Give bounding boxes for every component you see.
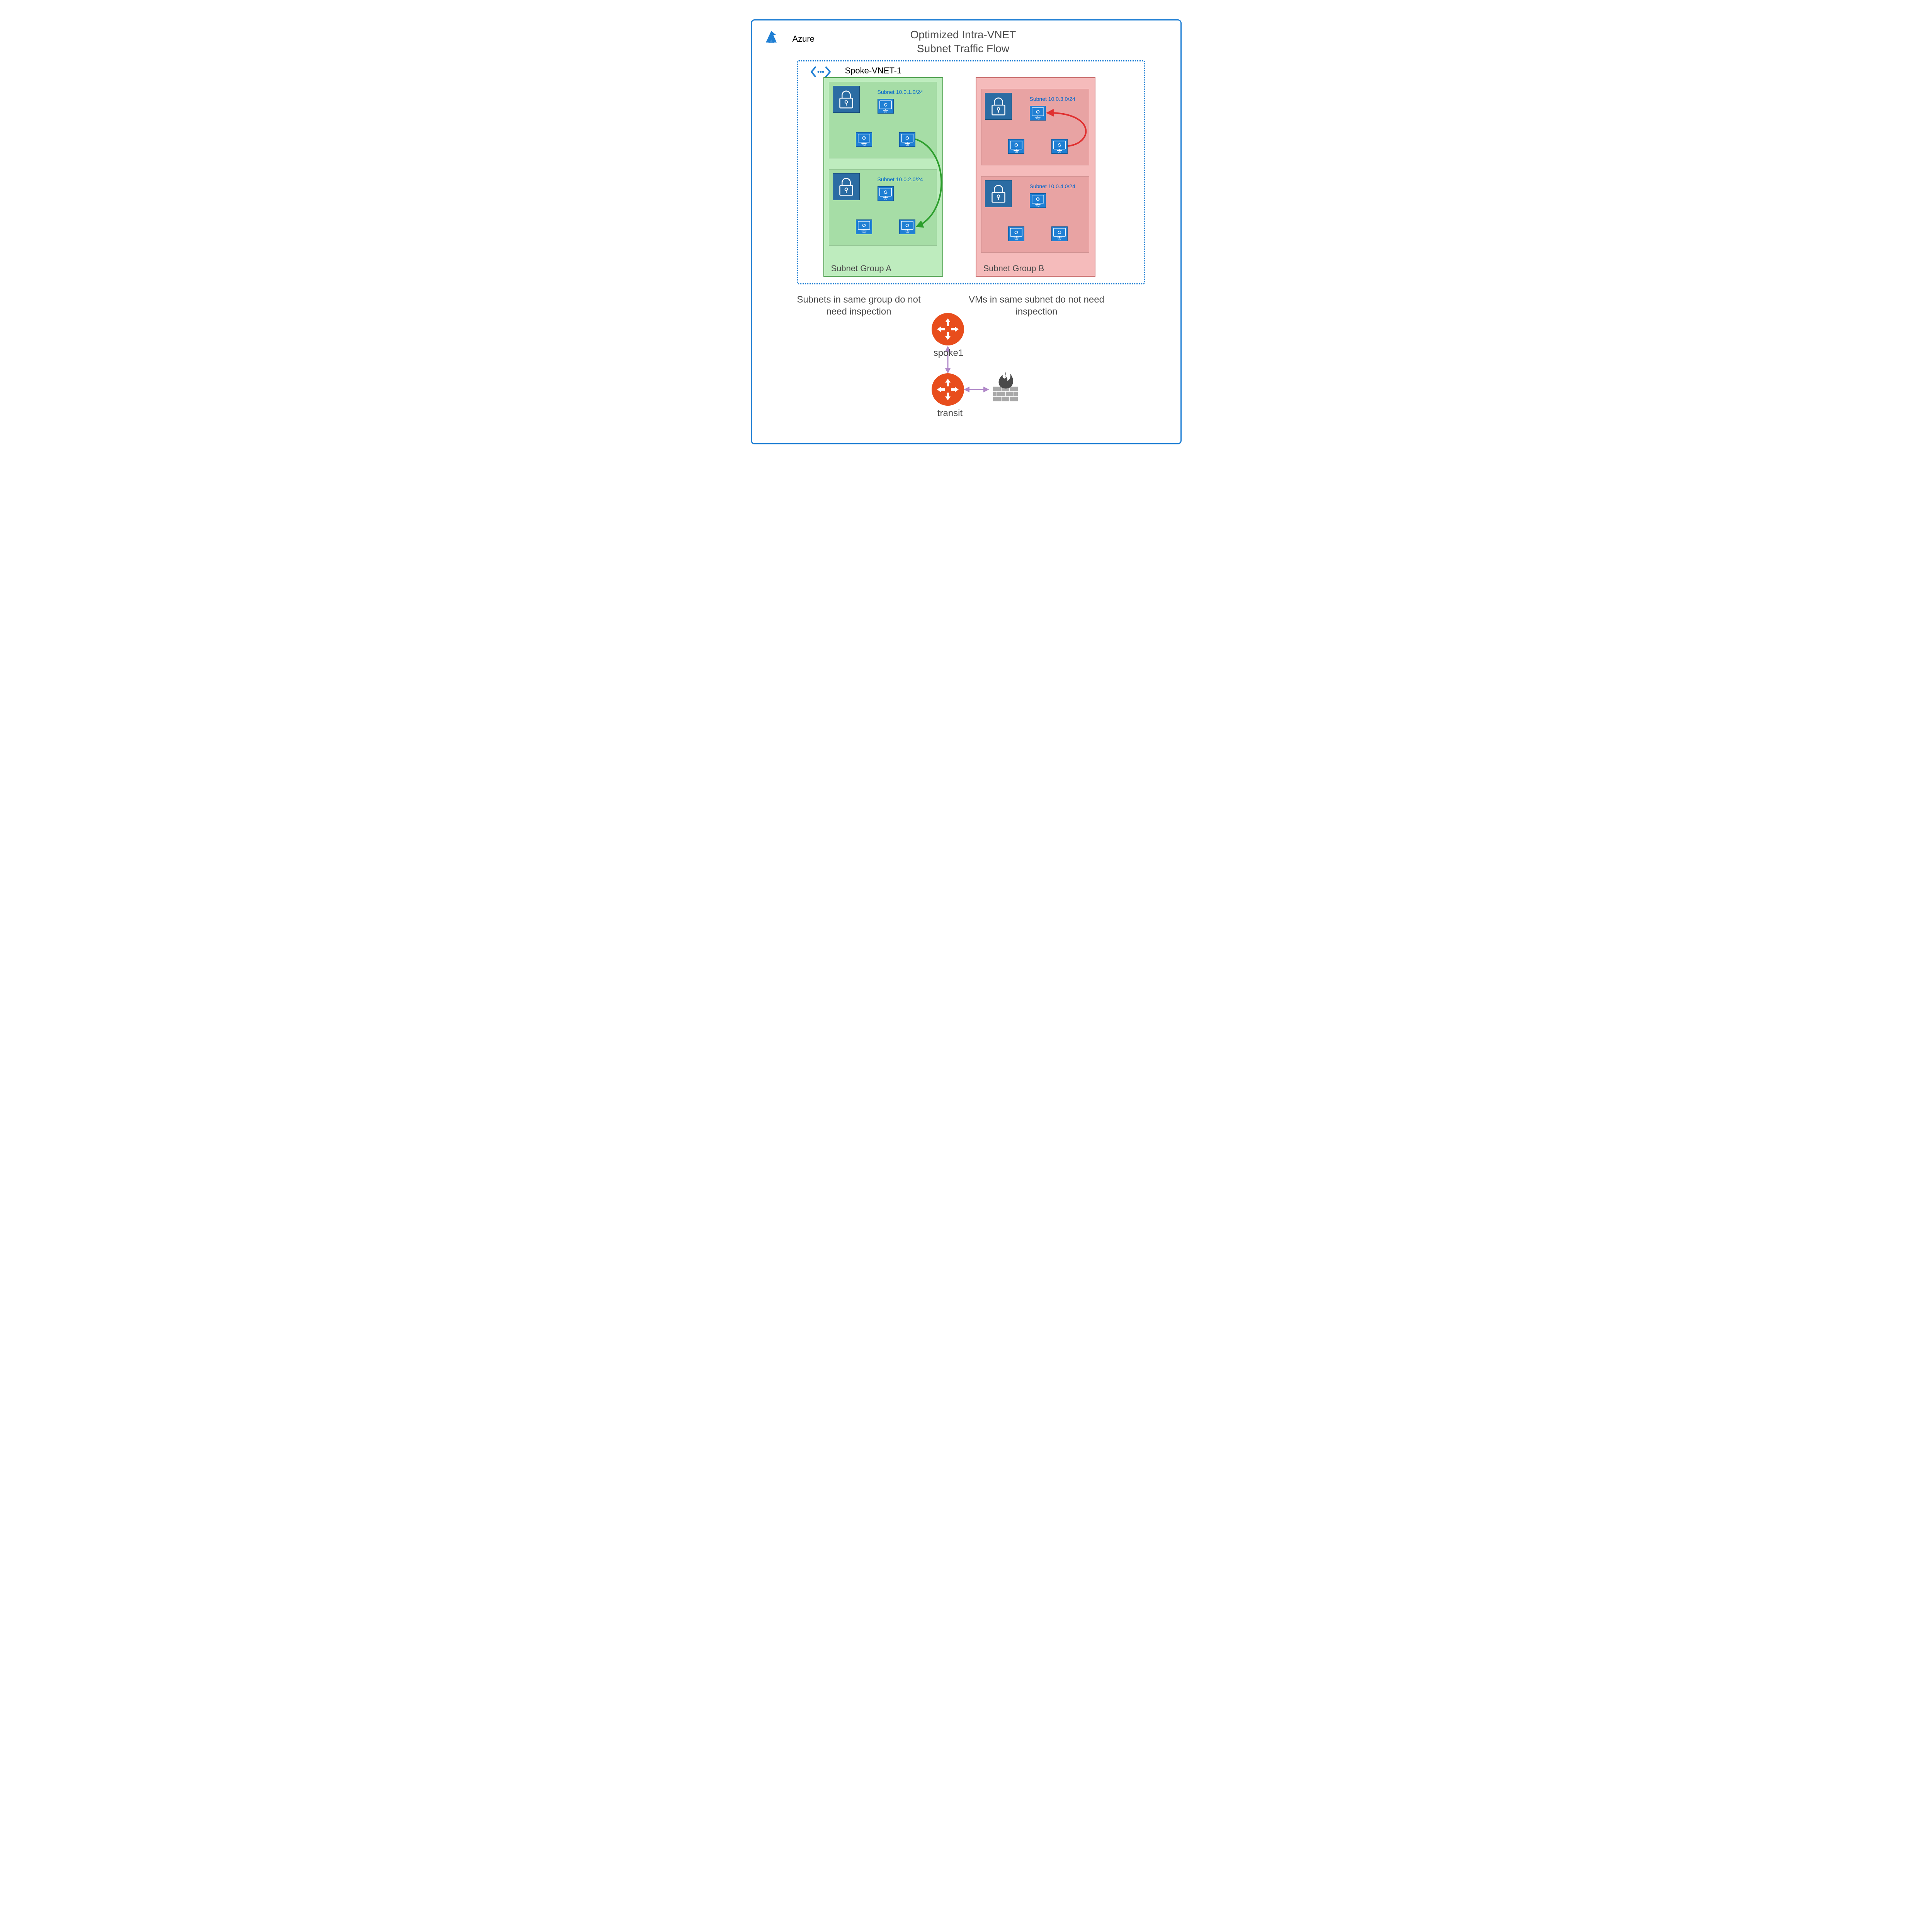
- vm-icon: VM: [878, 99, 894, 114]
- caption-right-line2: inspection: [1015, 306, 1057, 317]
- svg-text:VM: VM: [862, 144, 866, 146]
- caption-right: VMs in same subnet do not need inspectio…: [959, 294, 1114, 318]
- svg-text:VM: VM: [1036, 118, 1039, 120]
- vm-icon: VM: [856, 132, 872, 147]
- azure-network-diagram: Azure Optimized Intra-VNET Subnet Traffi…: [739, 12, 1193, 452]
- caption-left-line2: need inspection: [826, 306, 891, 317]
- vm-icon: VM: [856, 219, 872, 234]
- title-line1: Optimized Intra-VNET: [910, 29, 1016, 41]
- vm-icon: VM: [899, 132, 915, 147]
- svg-text:VM: VM: [1014, 238, 1018, 241]
- svg-text:VM: VM: [1036, 205, 1039, 207]
- subnet-b1-label: Subnet 10.0.3.0/24: [1030, 96, 1075, 102]
- vm-icon: VM: [1008, 226, 1024, 241]
- caption-right-line1: VMs in same subnet do not need: [969, 294, 1104, 305]
- svg-text:VM: VM: [862, 231, 866, 234]
- lock-icon: [985, 93, 1012, 120]
- vm-icon: VM: [1051, 226, 1068, 241]
- lock-icon: [833, 86, 860, 113]
- azure-label: Azure: [793, 34, 815, 44]
- lock-icon: [985, 180, 1012, 207]
- firewall-icon: [990, 369, 1022, 402]
- svg-text:VM: VM: [1058, 238, 1061, 241]
- subnet-group-b-label: Subnet Group B: [983, 264, 1044, 274]
- svg-text:VM: VM: [1058, 151, 1061, 153]
- svg-text:VM: VM: [905, 231, 909, 234]
- diagram-title: Optimized Intra-VNET Subnet Traffic Flow: [890, 28, 1037, 56]
- caption-left: Subnets in same group do not need inspec…: [789, 294, 929, 318]
- subnet-group-a-label: Subnet Group A: [831, 264, 892, 274]
- subnet-a1-label: Subnet 10.0.1.0/24: [878, 89, 923, 95]
- azure-logo-icon: [763, 29, 779, 46]
- vm-icon: VM: [1051, 139, 1068, 154]
- router-spoke1-icon: [932, 313, 964, 345]
- lock-icon: [833, 173, 860, 200]
- vm-icon: VM: [1030, 193, 1046, 208]
- router-transit-label: transit: [934, 408, 966, 419]
- title-line2: Subnet Traffic Flow: [917, 43, 1009, 54]
- vm-icon: VM: [1008, 139, 1024, 154]
- router-transit-icon: [932, 373, 964, 406]
- subnet-a2-label: Subnet 10.0.2.0/24: [878, 176, 923, 182]
- caption-left-line1: Subnets in same group do not: [797, 294, 920, 305]
- vm-icon: VM: [1030, 106, 1046, 121]
- vnet-label: Spoke-VNET-1: [845, 66, 902, 76]
- subnet-b2-label: Subnet 10.0.4.0/24: [1030, 183, 1075, 189]
- svg-text:VM: VM: [884, 198, 887, 201]
- vm-icon: VM: [899, 219, 915, 234]
- router-spoke1-label: spoke1: [932, 348, 965, 359]
- svg-text:VM: VM: [884, 111, 887, 113]
- vm-icon: VM: [878, 186, 894, 201]
- svg-text:VM: VM: [1014, 151, 1018, 153]
- svg-text:VM: VM: [905, 144, 909, 146]
